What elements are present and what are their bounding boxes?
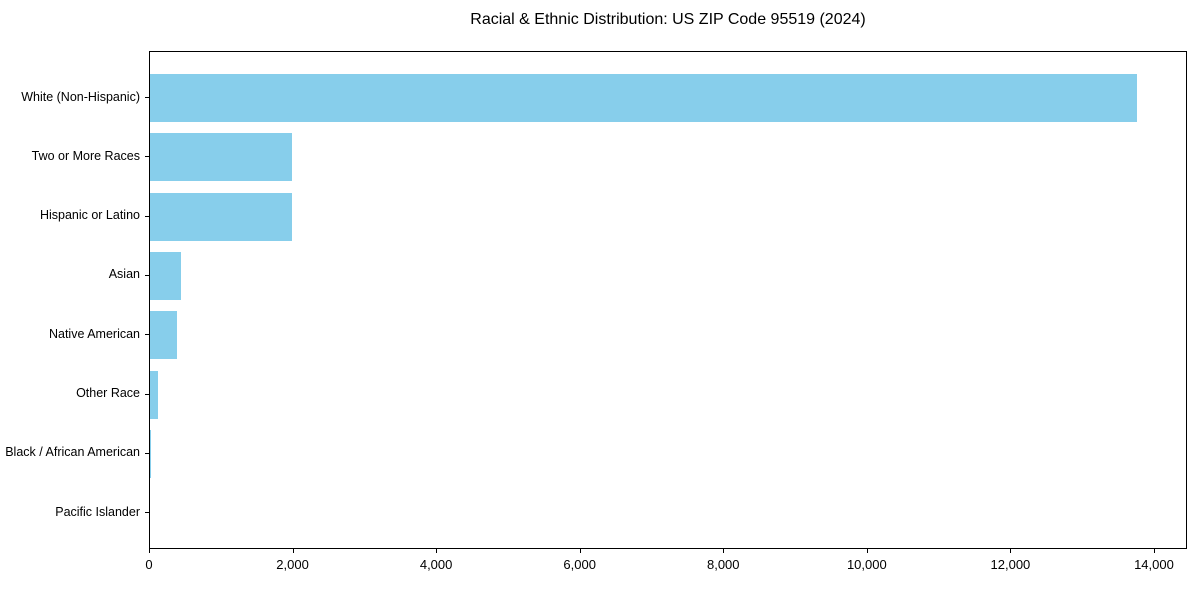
y-tick-label: Asian [108, 267, 140, 282]
x-tick-mark [723, 549, 725, 553]
bar [150, 311, 177, 360]
x-tick-label: 4,000 [419, 557, 453, 572]
bar [150, 251, 181, 300]
x-tick-label: 14,000 [1134, 557, 1174, 572]
x-tick-mark [436, 549, 438, 553]
y-tick-label: Pacific Islander [55, 504, 140, 519]
y-tick-label: Black / African American [5, 445, 140, 460]
bar [150, 133, 293, 182]
x-tick-label: 10,000 [846, 557, 887, 572]
x-tick-label: 12,000 [990, 557, 1031, 572]
bar [150, 370, 158, 419]
y-tick-mark [145, 452, 149, 454]
bar [150, 74, 1138, 122]
x-tick-label: 2,000 [276, 557, 309, 572]
y-tick-mark [145, 393, 149, 395]
y-tick-mark [145, 274, 149, 276]
x-tick-mark [292, 549, 294, 553]
y-tick-label: Hispanic or Latino [39, 208, 140, 223]
x-tick-mark [866, 549, 868, 553]
x-tick-label: 0 [145, 557, 153, 572]
y-tick-label: Two or More Races [31, 148, 140, 163]
bar [150, 429, 152, 478]
x-tick-mark [149, 549, 150, 553]
x-tick-mark [1010, 549, 1012, 553]
plot-area [149, 51, 1187, 549]
x-tick-label: 6,000 [563, 557, 596, 572]
bar [150, 192, 293, 241]
chart-title: Racial & Ethnic Distribution: US ZIP Cod… [470, 11, 866, 28]
y-tick-mark [145, 512, 149, 514]
y-tick-mark [145, 334, 149, 336]
x-tick-label: 8,000 [706, 557, 740, 572]
y-tick-label: White (Non-Hispanic) [21, 89, 140, 104]
y-tick-label: Native American [48, 326, 140, 341]
y-tick-mark [145, 215, 149, 217]
y-tick-mark [145, 97, 149, 98]
x-tick-mark [579, 549, 581, 553]
y-tick-mark [145, 156, 149, 158]
y-tick-label: Other Race [76, 386, 140, 400]
x-tick-mark [1153, 549, 1155, 553]
